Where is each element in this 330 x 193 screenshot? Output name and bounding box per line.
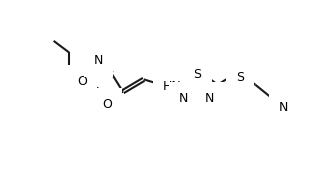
Text: S: S [236, 71, 244, 84]
Text: N: N [179, 92, 188, 105]
Text: N: N [205, 92, 214, 105]
Text: O: O [77, 75, 87, 88]
Text: O: O [103, 97, 113, 111]
Text: N: N [94, 54, 103, 67]
Text: HN: HN [163, 80, 182, 93]
Text: S: S [194, 68, 202, 81]
Text: N: N [279, 101, 288, 114]
